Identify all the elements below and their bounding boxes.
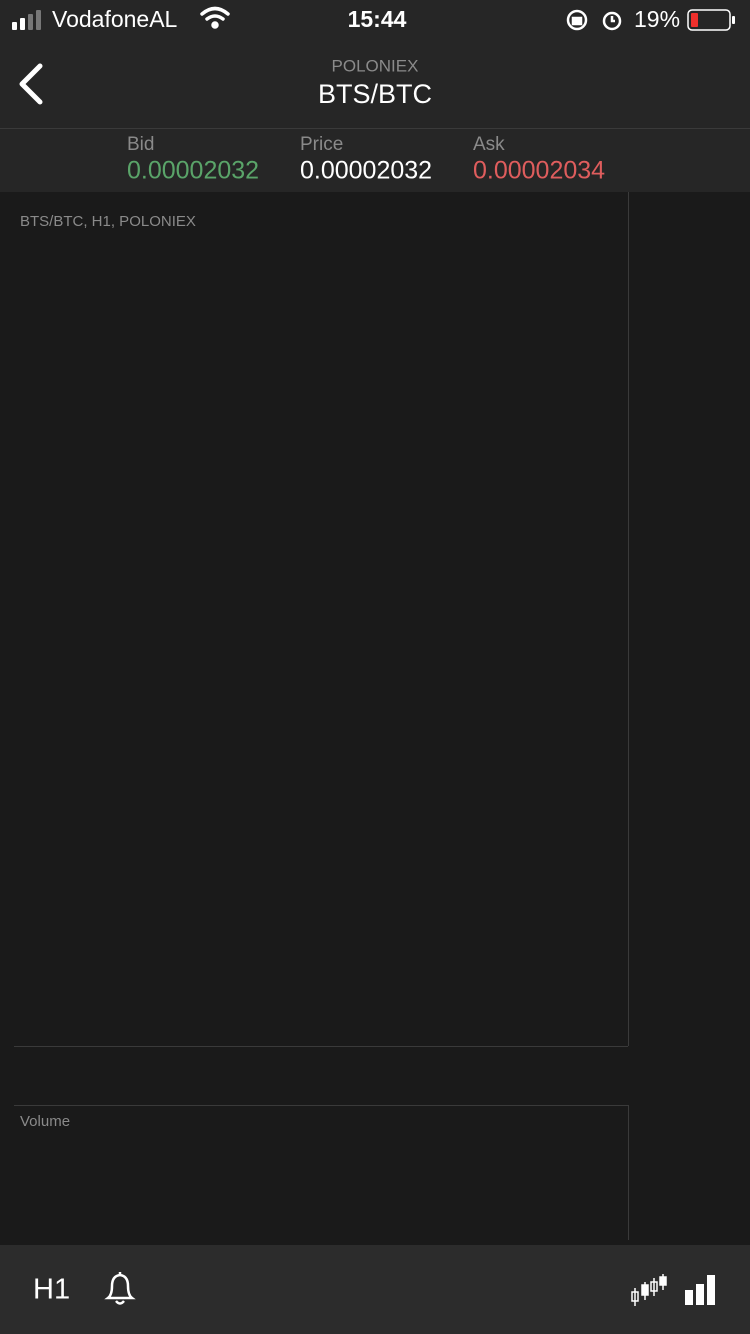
- carrier: VodafoneAL: [52, 6, 178, 32]
- chart-type-button[interactable]: [631, 1274, 667, 1306]
- volume-button[interactable]: [685, 1275, 715, 1305]
- toolbar: [0, 1245, 750, 1334]
- alert-button[interactable]: [104, 1272, 136, 1305]
- exchange-name: POLONIEX: [332, 56, 419, 75]
- battery-icon: [687, 9, 735, 31]
- ask-value: 0.00002034: [473, 157, 605, 185]
- price-label: Price: [300, 134, 343, 155]
- chart-background: [0, 192, 750, 1245]
- top-background: [0, 0, 750, 192]
- signal-icon: [12, 10, 41, 30]
- lock-icon: [566, 9, 588, 31]
- ask-label: Ask: [473, 134, 505, 155]
- bid-value: 0.00002032: [127, 157, 259, 185]
- clock: 15:44: [348, 6, 407, 32]
- pair-title: BTS/BTC: [318, 79, 432, 109]
- battery-percent: 19%: [634, 6, 680, 32]
- bid-label: Bid: [127, 134, 154, 155]
- volume-title: Volume: [20, 1113, 70, 1130]
- price-value: 0.00002032: [300, 157, 432, 185]
- timeframe-button[interactable]: H1: [33, 1274, 70, 1306]
- alarm-icon: [602, 11, 622, 31]
- wifi-icon: [200, 6, 230, 29]
- back-button[interactable]: [19, 63, 43, 105]
- chart-title: BTS/BTC, H1, POLONIEX: [20, 213, 196, 230]
